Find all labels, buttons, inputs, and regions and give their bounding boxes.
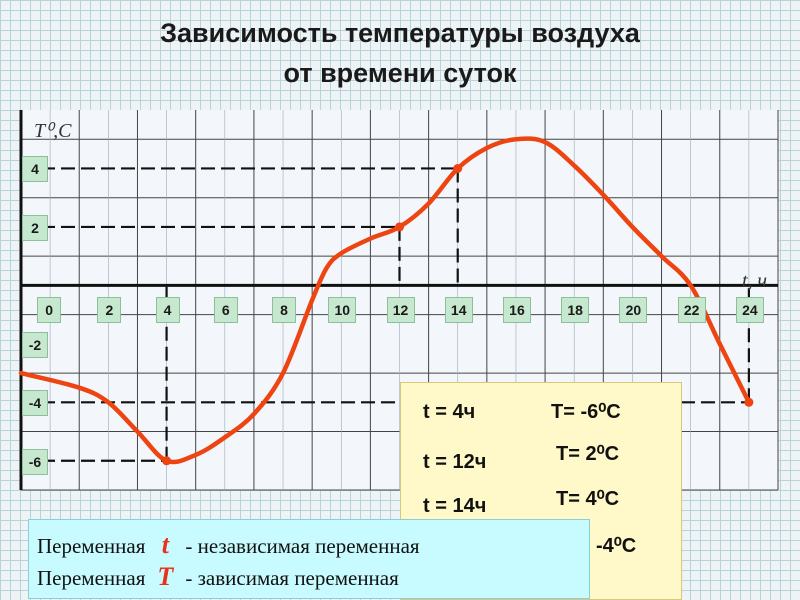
chart-title-line-2: от времени суток: [283, 58, 517, 88]
line2-text: - зависимая переменная: [185, 566, 399, 590]
dependent-variable-line: Переменная T - зависимая переменная: [37, 562, 399, 592]
x-tick-label: 2: [97, 297, 122, 324]
line1-prefix: Переменная: [37, 534, 146, 558]
line1-text: - независимая переменная: [185, 534, 420, 558]
chart-axes: [19, 110, 778, 490]
table-row-4-T: -4⁰C: [596, 535, 637, 557]
y-tick-label: 4: [22, 156, 48, 183]
x-tick-label: 24: [735, 297, 764, 324]
variables-legend-box: Переменная t - независимая переменная Пере…: [28, 519, 590, 599]
line2-symbol: T: [157, 562, 174, 591]
x-tick-label: 12: [386, 297, 415, 324]
y-tick-label: -6: [22, 448, 48, 475]
x-tick-label: 16: [502, 297, 531, 324]
x-tick-label: 14: [444, 297, 473, 324]
y-tick-label: -2: [22, 331, 48, 358]
table-row-2-t: t = 12ч: [423, 451, 487, 473]
table-row-3-T: T= 4⁰C: [556, 488, 620, 510]
marked-point: [395, 222, 404, 232]
chart-marked-points: [162, 163, 754, 466]
table-row-1-T: T= -6⁰C: [551, 401, 621, 423]
table-row-3-t: t = 14ч: [423, 495, 487, 517]
x-tick-label: 20: [619, 297, 648, 324]
x-tick-label: 18: [561, 297, 590, 324]
x-tick-label: 8: [272, 297, 297, 324]
x-tick-label: 4: [155, 297, 180, 324]
independent-variable-line: Переменная t - независимая переменная: [37, 530, 420, 560]
x-axis-label: t, ч: [742, 270, 768, 292]
x-tick-label: 6: [213, 297, 238, 324]
line1-symbol: t: [161, 530, 169, 559]
table-row-1-t: t = 4ч: [423, 401, 476, 423]
line2-prefix: Переменная: [37, 566, 146, 590]
table-row-2-T: T= 2⁰C: [556, 443, 620, 465]
y-tick-label: 2: [22, 214, 48, 241]
x-tick-label: 22: [677, 297, 706, 324]
marked-point: [744, 397, 754, 407]
x-tick-label: 0: [37, 297, 62, 324]
y-tick-label: -4: [22, 390, 48, 417]
y-axis-label: T⁰,C: [34, 120, 72, 142]
x-tick-label: 10: [328, 297, 357, 324]
marked-point: [453, 163, 463, 173]
marked-point: [162, 456, 172, 466]
chart-title-line-1: Зависимость температуры воздуха: [160, 18, 640, 48]
